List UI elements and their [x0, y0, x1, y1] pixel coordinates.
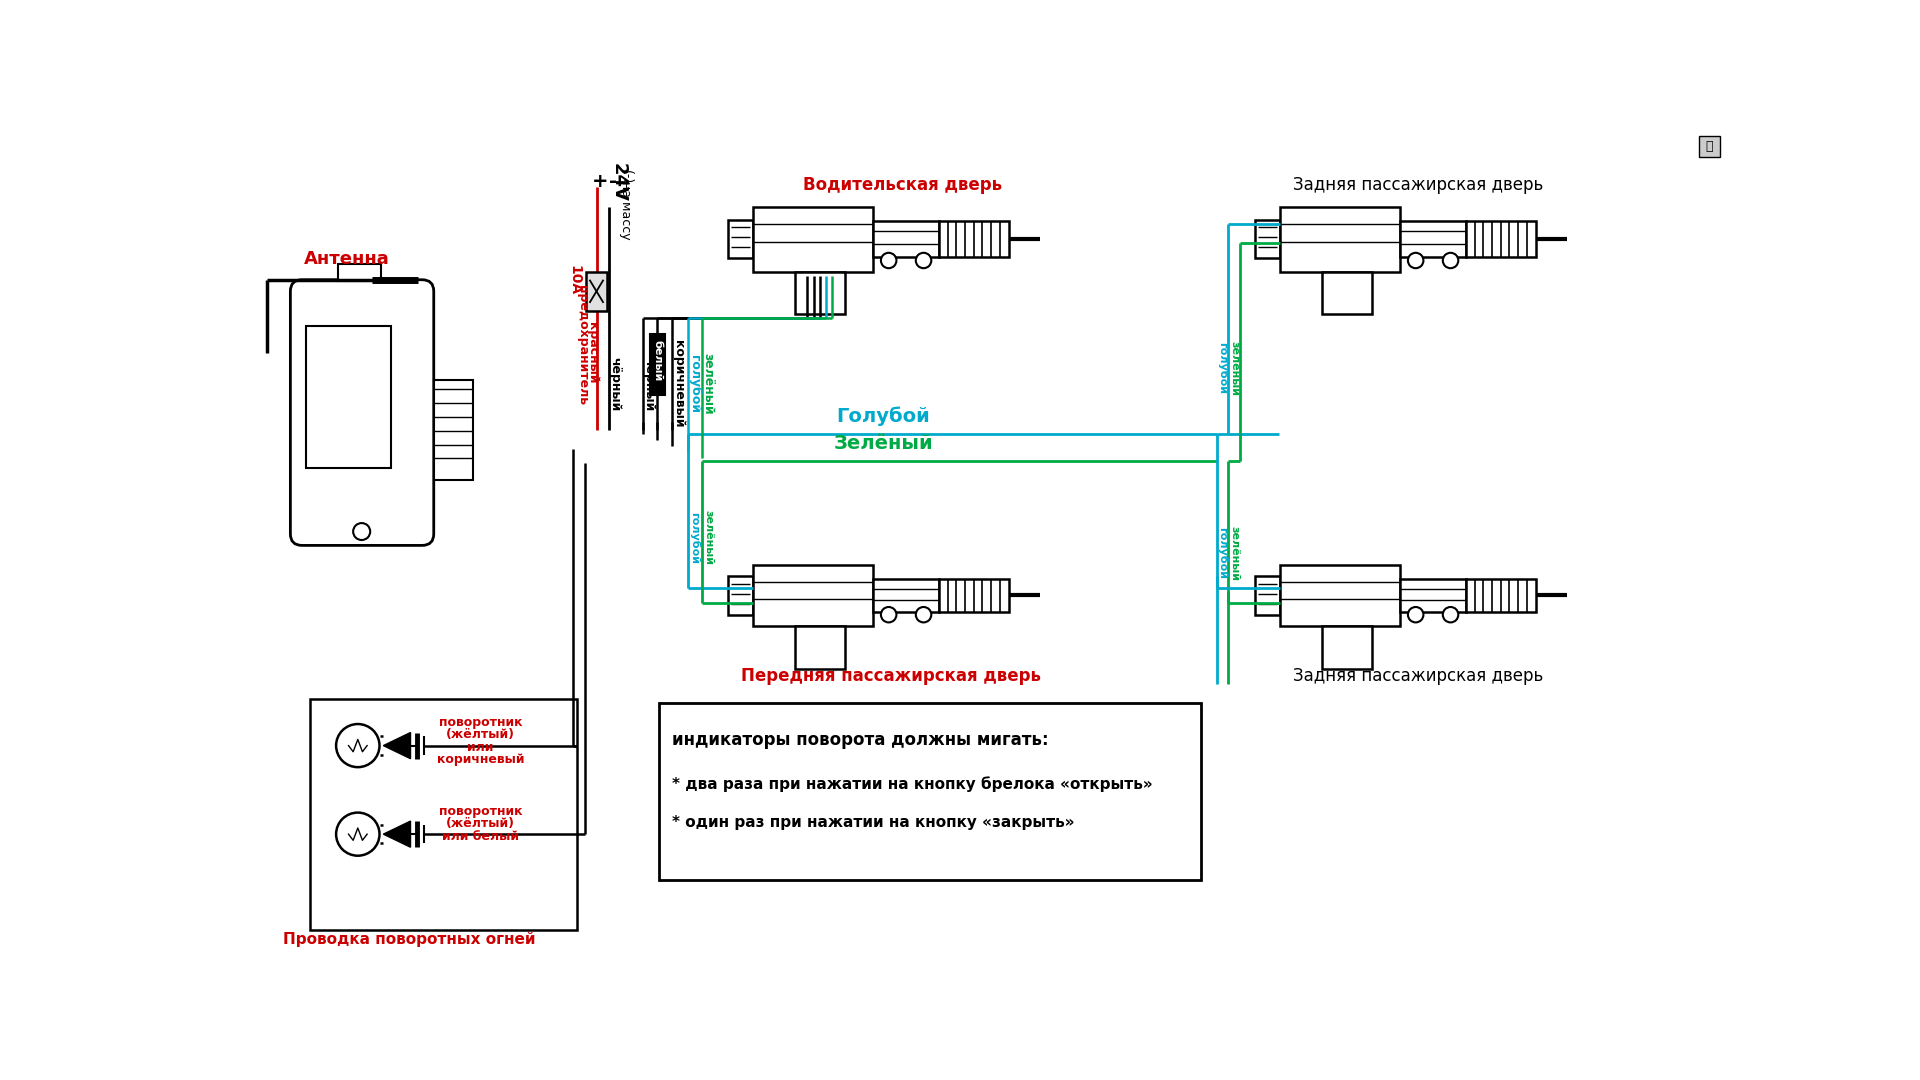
Text: зелёный: зелёный	[1229, 526, 1238, 581]
Text: Задняя пассажирская дверь: Задняя пассажирская дверь	[1292, 667, 1544, 686]
Bar	[795, 626, 845, 669]
FancyBboxPatch shape	[290, 280, 434, 545]
Text: чёрный: чёрный	[643, 356, 657, 410]
Text: * один раз при нажатии на кнопку «закрыть»: * один раз при нажатии на кнопку «закрыт…	[672, 815, 1075, 831]
Text: Водительская дверь: Водительская дверь	[803, 176, 1002, 194]
Bar	[586, 272, 607, 311]
Bar	[753, 565, 874, 626]
Bar	[1256, 219, 1281, 258]
Text: голубой: голубой	[1217, 527, 1229, 579]
Circle shape	[336, 724, 380, 767]
Bar	[1281, 565, 1400, 626]
Bar	[1467, 221, 1536, 257]
Text: +: +	[591, 173, 609, 191]
Text: красный: красный	[586, 322, 599, 383]
Circle shape	[1407, 253, 1423, 268]
Circle shape	[1442, 607, 1459, 622]
Text: индикаторы поворота должны мигать:: индикаторы поворота должны мигать:	[672, 731, 1048, 750]
Bar	[1281, 206, 1400, 272]
Text: 10А: 10А	[568, 265, 582, 295]
Bar	[309, 700, 578, 930]
Circle shape	[1407, 607, 1423, 622]
Text: или: или	[467, 741, 493, 755]
Bar	[1400, 221, 1467, 257]
Text: Зелёный: Зелёный	[833, 434, 933, 454]
Bar	[1400, 579, 1467, 612]
Text: ⤢: ⤢	[1705, 140, 1713, 153]
Bar	[659, 703, 1202, 880]
Text: (жёлтый): (жёлтый)	[445, 816, 515, 829]
Bar	[651, 334, 666, 395]
Circle shape	[336, 812, 380, 855]
Text: голубой: голубой	[689, 512, 699, 564]
Text: Передняя пассажирская дверь: Передняя пассажирская дверь	[741, 667, 1041, 686]
Text: поворотник: поворотник	[438, 716, 522, 729]
Text: -: -	[609, 173, 616, 191]
Bar	[338, 265, 380, 281]
Bar	[753, 206, 874, 272]
Bar	[1467, 579, 1536, 612]
Circle shape	[353, 523, 371, 540]
Circle shape	[916, 253, 931, 268]
Text: Задняя пассажирская дверь: Задняя пассажирская дверь	[1292, 176, 1544, 194]
Text: Проводка поворотных огней: Проводка поворотных огней	[282, 932, 536, 947]
Bar	[939, 221, 1008, 257]
Polygon shape	[384, 732, 411, 758]
Bar	[874, 221, 939, 257]
Circle shape	[1442, 253, 1459, 268]
Bar	[1321, 626, 1373, 669]
Text: на массу: на массу	[620, 181, 632, 240]
Text: Антенна: Антенна	[303, 249, 390, 268]
Text: коричневый: коричневый	[436, 753, 524, 766]
Circle shape	[881, 253, 897, 268]
Circle shape	[881, 607, 897, 622]
Text: * два раза при нажатии на кнопку брелока «открыть»: * два раза при нажатии на кнопку брелока…	[672, 777, 1154, 792]
Bar	[1321, 272, 1373, 314]
Circle shape	[916, 607, 931, 622]
Text: зелёный: зелёный	[1229, 341, 1238, 395]
Text: голубой: голубой	[687, 354, 701, 413]
Bar	[728, 577, 753, 615]
Text: (жёлтый): (жёлтый)	[445, 728, 515, 741]
Text: белый: белый	[653, 340, 662, 381]
Text: зелёный: зелёный	[703, 510, 712, 565]
Bar	[939, 579, 1008, 612]
Text: чёрный: чёрный	[609, 356, 622, 410]
Text: поворотник: поворотник	[438, 805, 522, 818]
Bar	[305, 326, 392, 469]
Text: 24V: 24V	[609, 162, 628, 201]
Bar	[728, 219, 753, 258]
Bar	[874, 579, 939, 612]
Polygon shape	[384, 821, 411, 847]
Text: зелёный: зелёный	[701, 353, 714, 415]
Text: или белый: или белый	[442, 829, 518, 843]
Bar	[795, 272, 845, 314]
Bar	[1699, 136, 1720, 158]
Text: предохранитель: предохранитель	[576, 285, 589, 405]
Bar	[1256, 577, 1281, 615]
Bar	[434, 380, 472, 480]
Text: (-): (-)	[620, 171, 632, 185]
Text: голубой: голубой	[1217, 342, 1229, 394]
Text: Голубой: Голубой	[837, 406, 929, 426]
Text: коричневый: коричневый	[672, 340, 685, 428]
